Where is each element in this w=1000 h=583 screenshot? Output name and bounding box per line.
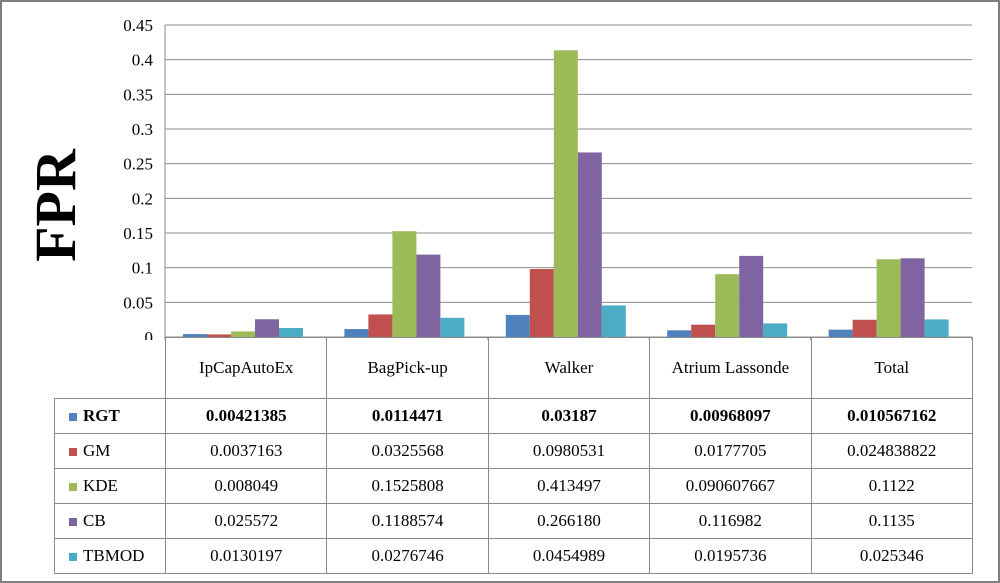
table-corner — [54, 337, 166, 399]
data-label: 0.413497 — [487, 468, 651, 504]
y-tick-label: 0.15 — [123, 224, 153, 243]
bar-gm-1 — [368, 314, 393, 337]
bar-cb-1 — [416, 254, 441, 337]
data-label: 0.266180 — [487, 503, 651, 539]
y-tick-label: 0.25 — [123, 155, 153, 174]
legend-swatch — [69, 518, 77, 527]
table-row: RGT 0.00421385 0.0114471 0.03187 0.00968097 0… — [54, 398, 973, 434]
category-label: Atrium Lassonde — [649, 337, 812, 399]
data-label: 0.008049 — [164, 468, 328, 504]
data-label: 0.0454989 — [487, 538, 651, 574]
y-tick-label: 0.45 — [123, 16, 153, 35]
category-label: IpCapAutoEx — [164, 337, 328, 399]
bar-rgt-3 — [667, 330, 692, 337]
category-label: Walker — [487, 337, 651, 399]
legend-entry: GM — [54, 433, 166, 469]
bar-rgt-4 — [828, 329, 853, 337]
bar-tbmod-1 — [440, 317, 465, 337]
data-label: 0.090607667 — [649, 468, 812, 504]
bar-cb-3 — [739, 255, 764, 337]
bar-gm-2 — [529, 269, 554, 337]
bar-kde-3 — [715, 274, 740, 337]
legend-entry: KDE — [54, 468, 166, 504]
bar-tbmod-3 — [763, 323, 788, 337]
series-name: TBMOD — [83, 546, 145, 565]
y-tick-label: 0.1 — [132, 259, 153, 278]
series-name: GM — [83, 441, 111, 460]
bar-cb-2 — [577, 152, 602, 337]
data-label: 0.0177705 — [649, 433, 812, 469]
y-tick-label: 0 — [145, 328, 154, 340]
legend-swatch — [69, 483, 77, 492]
series-name: RGT — [83, 406, 120, 425]
legend-swatch — [69, 413, 77, 422]
bar-kde-0 — [231, 331, 255, 337]
bar-cb-4 — [900, 258, 925, 337]
data-label: 0.0195736 — [649, 538, 812, 574]
bar-cb-0 — [255, 319, 279, 337]
legend-swatch — [69, 553, 77, 562]
bar-tbmod-2 — [601, 305, 626, 337]
bar-gm-0 — [207, 334, 231, 337]
data-label: 0.1122 — [810, 468, 973, 504]
bar-gm-4 — [852, 319, 877, 337]
y-tick-label: 0.3 — [132, 120, 153, 139]
legend-entry: TBMOD — [54, 538, 166, 574]
bar-kde-1 — [392, 231, 417, 337]
legend-swatch — [69, 448, 77, 457]
data-label: 0.025346 — [810, 538, 973, 574]
series-name: CB — [83, 511, 106, 530]
data-label: 0.0114471 — [326, 398, 489, 434]
data-label: 0.0325568 — [326, 433, 489, 469]
bar-rgt-2 — [505, 314, 530, 337]
data-label: 0.1135 — [810, 503, 973, 539]
legend-entry: RGT — [54, 398, 166, 434]
category-label: BagPick-up — [326, 337, 489, 399]
bar-gm-3 — [691, 324, 716, 337]
table-row: GM 0.0037163 0.0325568 0.0980531 0.0177705 0.… — [54, 433, 973, 469]
data-table: IpCapAutoEx BagPick-up Walker Atrium Lasson… — [54, 337, 973, 574]
data-label: 0.0276746 — [326, 538, 489, 574]
data-label: 0.025572 — [164, 503, 328, 539]
data-label: 0.1188574 — [326, 503, 489, 539]
category-label: Total — [810, 337, 973, 399]
table-row: CB 0.025572 0.1188574 0.266180 0.116982 0.113… — [54, 503, 973, 539]
y-tick-label: 0.4 — [132, 51, 154, 70]
data-label: 0.1525808 — [326, 468, 489, 504]
table-row: KDE 0.008049 0.1525808 0.413497 0.090607667 0… — [54, 468, 973, 504]
bar-rgt-1 — [344, 329, 369, 337]
bar-tbmod-0 — [279, 327, 303, 337]
data-label: 0.024838822 — [810, 433, 973, 469]
y-tick-label: 0.2 — [132, 189, 153, 208]
data-label: 0.116982 — [649, 503, 812, 539]
bar-kde-4 — [876, 259, 901, 337]
bar-rgt-0 — [183, 334, 207, 337]
y-tick-label: 0.35 — [123, 85, 153, 104]
bar-kde-2 — [553, 50, 578, 337]
table-row: TBMOD 0.0130197 0.0276746 0.0454989 0.019573… — [54, 538, 973, 574]
data-label: 0.010567162 — [810, 398, 973, 434]
bar-tbmod-4 — [924, 319, 949, 337]
data-label: 0.00968097 — [649, 398, 812, 434]
legend-entry: CB — [54, 503, 166, 539]
data-label: 0.00421385 — [164, 398, 328, 434]
data-label: 0.0980531 — [487, 433, 651, 469]
bar-chart-plot: 0 0.05 0.1 0.15 0.2 0.25 0.3 0.35 0.4 0.45 — [123, 16, 973, 340]
y-tick-label: 0.05 — [123, 293, 153, 312]
data-label: 0.0130197 — [164, 538, 328, 574]
series-name: KDE — [83, 476, 118, 495]
data-label: 0.03187 — [487, 398, 651, 434]
table-header-row: IpCapAutoEx BagPick-up Walker Atrium Lasson… — [54, 337, 973, 399]
data-label: 0.0037163 — [164, 433, 328, 469]
